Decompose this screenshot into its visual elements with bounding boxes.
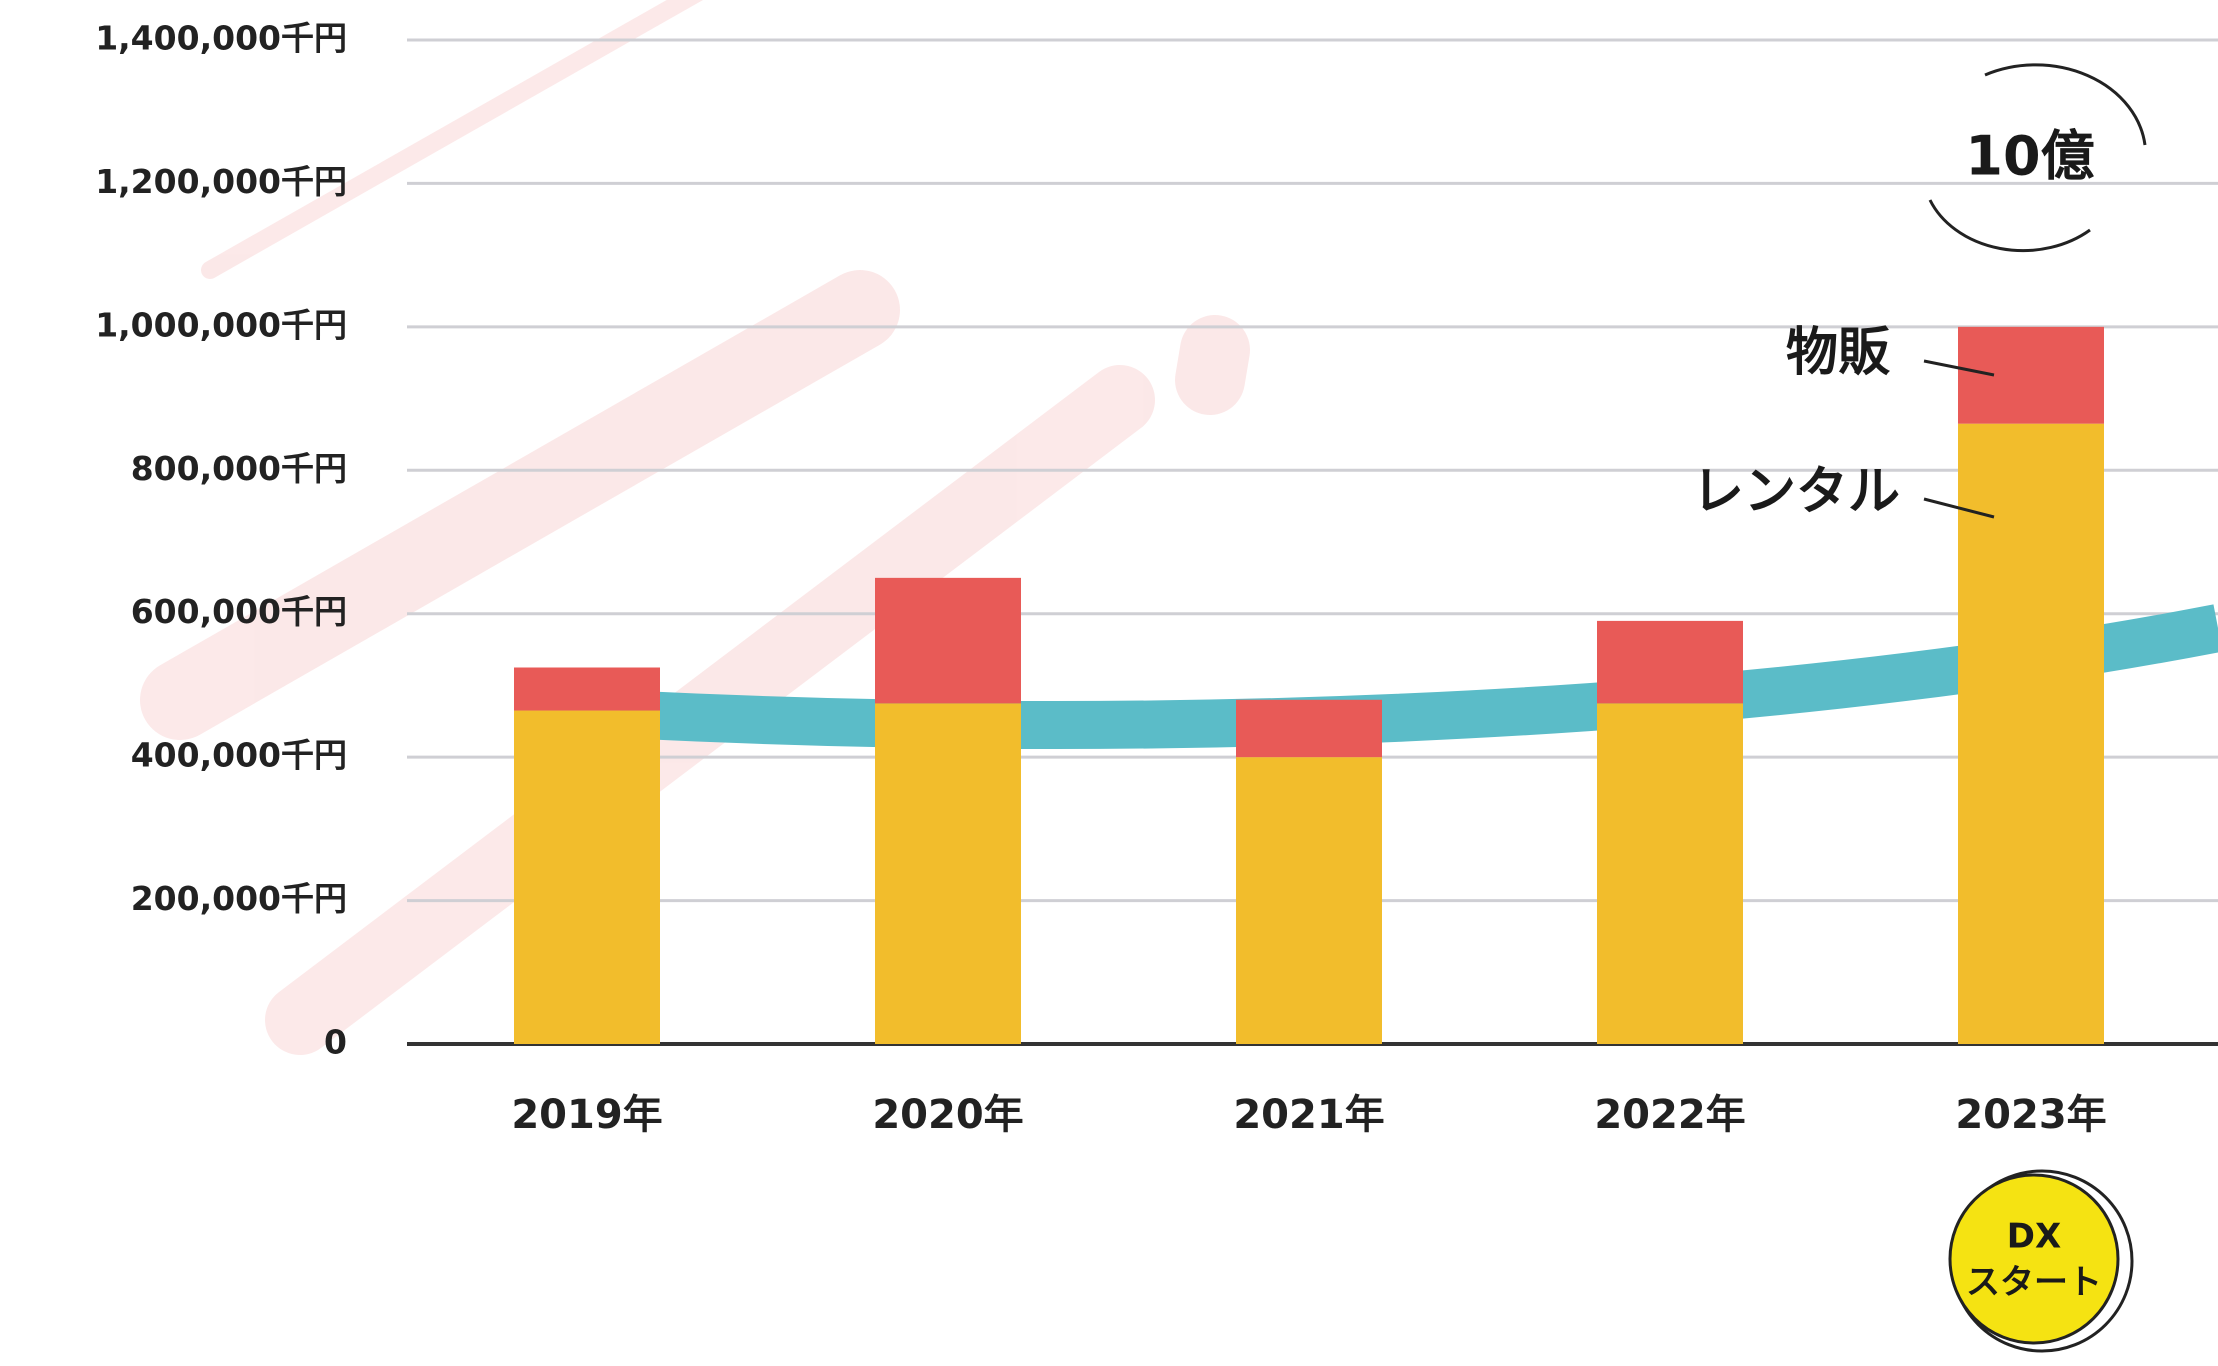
chart: 0 200,000千円 400,000千円 600,000千円 800,000千円 1,0… [0, 0, 2218, 1366]
y-tick-label: 800,000千円 [131, 449, 347, 488]
y-tick-label: 1,000,000千円 [95, 305, 347, 344]
series-label: 物販 [1786, 323, 1891, 383]
y-tick-label: 1,400,000千円 [95, 19, 347, 58]
bar-segment [1958, 327, 2104, 424]
total-annotation: 10億 [1930, 65, 2145, 251]
y-tick-label: 200,000千円 [131, 879, 347, 918]
series-label: レンタル [1692, 462, 1900, 522]
decor-stripe [1210, 350, 1215, 380]
bar-segment [1236, 757, 1382, 1044]
annotation-arc [1930, 200, 2090, 251]
y-tick-label: 0 [324, 1023, 347, 1062]
bar-segment [514, 711, 660, 1044]
x-tick-label: 2019年 [511, 1092, 662, 1138]
bar-segment [1958, 424, 2104, 1044]
bar-segment [1236, 700, 1382, 757]
total-label: 10億 [1965, 125, 2094, 188]
bar-segment [875, 703, 1021, 1044]
bar-segment [875, 578, 1021, 704]
badge-circle [1950, 1175, 2118, 1343]
y-tick-label: 600,000千円 [131, 592, 347, 631]
page: {"chart_data": {"type": "stacked-bar", "… [0, 0, 2218, 1366]
bar-segment [1597, 703, 1743, 1044]
bar-segment [514, 668, 660, 711]
x-tick-label: 2023年 [1955, 1092, 2106, 1138]
bar-segment [1597, 621, 1743, 703]
badge-text: スタート [1966, 1263, 2102, 1303]
y-tick-label: 400,000千円 [131, 736, 347, 775]
x-tick-label: 2021年 [1233, 1092, 1384, 1138]
y-tick-label: 1,200,000千円 [95, 162, 347, 201]
badge-text: DX [2007, 1217, 2061, 1257]
x-tick-label: 2022年 [1594, 1092, 1745, 1138]
x-tick-label: 2020年 [872, 1092, 1023, 1138]
background-decoration [180, 0, 1215, 1020]
dx-badge: DX スタート [1950, 1171, 2132, 1351]
